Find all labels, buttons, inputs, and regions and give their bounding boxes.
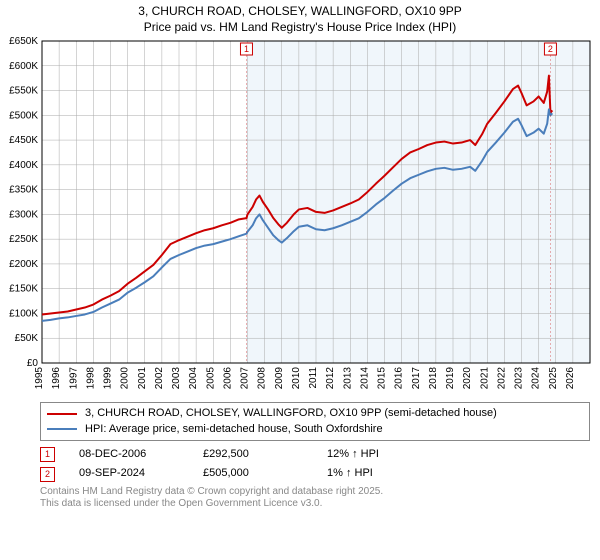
svg-text:2023: 2023 [514,367,525,390]
chart-area: £0£50K£100K£150K£200K£250K£300K£350K£400… [0,35,600,400]
svg-text:2009: 2009 [274,367,285,390]
data-points-list: 1 08-DEC-2006 £292,500 12% ↑ HPI 2 09-SEP-202… [40,447,590,482]
svg-text:2001: 2001 [137,367,148,390]
svg-text:2013: 2013 [342,367,353,390]
point-date: 09-SEP-2024 [79,466,179,481]
svg-text:£100K: £100K [9,309,38,320]
svg-text:1995: 1995 [34,367,45,390]
svg-text:2011: 2011 [308,367,319,389]
svg-text:1999: 1999 [103,367,114,390]
svg-text:£350K: £350K [9,185,38,196]
svg-text:2015: 2015 [377,367,388,390]
svg-text:2007: 2007 [240,367,251,390]
legend-label: 3, CHURCH ROAD, CHOLSEY, WALLINGFORD, OX… [85,406,497,421]
legend-label: HPI: Average price, semi-detached house,… [85,422,383,437]
svg-text:2020: 2020 [462,367,473,390]
svg-text:2025: 2025 [548,367,559,390]
data-point-row: 1 08-DEC-2006 £292,500 12% ↑ HPI [40,447,590,462]
svg-text:£300K: £300K [9,210,38,221]
point-delta: 1% ↑ HPI [327,466,373,481]
svg-text:2022: 2022 [496,367,507,390]
legend-swatch [47,413,77,415]
footer-line2: This data is licensed under the Open Gov… [40,498,590,510]
svg-text:2: 2 [548,44,553,54]
footer-line1: Contains HM Land Registry data © Crown c… [40,486,590,498]
legend-row: 3, CHURCH ROAD, CHOLSEY, WALLINGFORD, OX… [47,406,583,421]
line-chart: £0£50K£100K£150K£200K£250K£300K£350K£400… [0,35,600,395]
legend-box: 3, CHURCH ROAD, CHOLSEY, WALLINGFORD, OX… [40,402,590,441]
svg-text:£250K: £250K [9,234,38,245]
svg-text:2026: 2026 [565,367,576,390]
svg-text:2016: 2016 [394,367,405,390]
title-line1: 3, CHURCH ROAD, CHOLSEY, WALLINGFORD, OX… [0,4,600,20]
svg-text:2002: 2002 [154,367,165,390]
svg-text:1998: 1998 [85,367,96,390]
svg-text:2012: 2012 [325,367,336,390]
svg-text:2017: 2017 [411,367,422,390]
svg-text:2021: 2021 [479,367,490,390]
svg-text:2008: 2008 [257,367,268,390]
footer-text: Contains HM Land Registry data © Crown c… [40,486,590,510]
svg-text:£500K: £500K [9,110,38,121]
svg-text:2024: 2024 [531,367,542,390]
svg-text:2014: 2014 [359,367,370,390]
svg-text:£400K: £400K [9,160,38,171]
data-point-row: 2 09-SEP-2024 £505,000 1% ↑ HPI [40,466,590,481]
point-price: £505,000 [203,466,303,481]
svg-text:£450K: £450K [9,135,38,146]
point-marker-box: 2 [40,467,55,482]
svg-text:£600K: £600K [9,61,38,72]
svg-text:1: 1 [244,44,249,54]
svg-text:2003: 2003 [171,367,182,390]
svg-text:1997: 1997 [68,367,79,390]
point-delta: 12% ↑ HPI [327,447,379,462]
svg-text:£650K: £650K [9,36,38,47]
svg-text:2010: 2010 [291,367,302,390]
svg-text:2005: 2005 [205,367,216,390]
point-price: £292,500 [203,447,303,462]
svg-text:2004: 2004 [188,367,199,390]
point-marker-box: 1 [40,447,55,462]
svg-text:1996: 1996 [51,367,62,390]
svg-text:2006: 2006 [222,367,233,390]
svg-text:2019: 2019 [445,367,456,390]
legend-row: HPI: Average price, semi-detached house,… [47,422,583,437]
chart-title: 3, CHURCH ROAD, CHOLSEY, WALLINGFORD, OX… [0,0,600,35]
point-date: 08-DEC-2006 [79,447,179,462]
svg-text:£150K: £150K [9,284,38,295]
svg-text:2018: 2018 [428,367,439,390]
title-line2: Price paid vs. HM Land Registry's House … [0,20,600,36]
svg-text:£50K: £50K [15,333,39,344]
svg-text:2000: 2000 [120,367,131,390]
svg-text:£550K: £550K [9,86,38,97]
svg-text:£200K: £200K [9,259,38,270]
legend-swatch [47,428,77,430]
